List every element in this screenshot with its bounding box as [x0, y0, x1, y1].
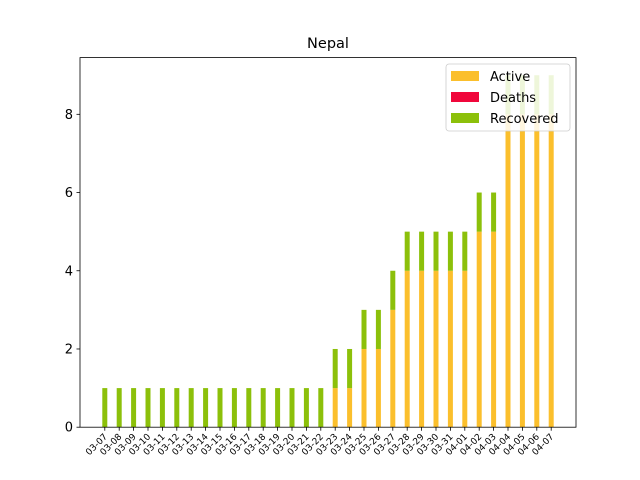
- bar-recovered-03-16: [231, 388, 237, 428]
- bar-active-03-28: [404, 270, 410, 428]
- bar-active-03-23: [332, 388, 338, 428]
- y-tick-label: 8: [65, 108, 73, 123]
- bar-active-03-31: [447, 270, 453, 428]
- bar-recovered-04-02: [476, 192, 482, 232]
- bar-recovered-03-26: [375, 309, 381, 349]
- legend-swatch-recovered: [451, 113, 479, 123]
- bar-active-03-25: [361, 348, 367, 428]
- bar-recovered-03-31: [447, 231, 453, 271]
- y-tick-label: 4: [65, 264, 73, 279]
- legend-label-active: Active: [490, 70, 530, 85]
- bar-active-03-24: [347, 388, 353, 428]
- bar-recovered-03-18: [260, 388, 266, 428]
- bar-recovered-03-22: [318, 388, 324, 428]
- legend: Active Deaths Recovered: [445, 63, 571, 132]
- bar-recovered-04-01: [462, 231, 468, 271]
- bar-recovered-03-11: [159, 388, 165, 428]
- y-tick-label: 0: [65, 421, 73, 436]
- bar-active-03-26: [375, 348, 381, 428]
- bar-recovered-04-03: [491, 192, 497, 232]
- legend-swatch-deaths: [451, 92, 479, 102]
- bar-recovered-03-08: [116, 388, 122, 428]
- bar-active-04-02: [476, 231, 482, 428]
- bar-recovered-03-24: [347, 348, 353, 389]
- bar-recovered-03-20: [289, 388, 295, 428]
- bar-active-03-27: [390, 309, 396, 428]
- x-axis: 03-0703-0803-0903-1003-1103-1203-1303-14…: [84, 427, 556, 458]
- bar-recovered-03-29: [419, 231, 425, 271]
- y-tick-label: 6: [65, 186, 73, 201]
- bar-recovered-03-12: [174, 388, 180, 428]
- bar-recovered-03-09: [131, 388, 137, 428]
- bar-recovered-03-15: [217, 388, 223, 428]
- bar-recovered-03-21: [303, 388, 309, 428]
- bar-active-03-29: [419, 270, 425, 428]
- bar-active-04-06: [534, 114, 540, 428]
- bar-active-04-04: [505, 114, 511, 428]
- bar-active-04-03: [491, 231, 497, 428]
- y-tick-label: 2: [65, 342, 73, 357]
- bar-recovered-03-27: [390, 270, 396, 310]
- bar-active-04-05: [519, 114, 525, 428]
- bar-active-03-30: [433, 270, 439, 428]
- legend-swatch-active: [451, 71, 479, 81]
- plot-frame: [79, 57, 577, 428]
- legend-label-deaths: Deaths: [490, 91, 536, 106]
- bar-recovered-03-28: [404, 231, 410, 271]
- bar-recovered-03-17: [246, 388, 252, 428]
- legend-label-recovered: Recovered: [490, 112, 559, 127]
- bar-active-04-01: [462, 270, 468, 428]
- bar-recovered-03-10: [145, 388, 151, 428]
- bar-recovered-03-23: [332, 348, 338, 389]
- chart-title: Nepal: [307, 36, 349, 52]
- bar-recovered-03-19: [275, 388, 281, 428]
- bar-recovered-03-14: [203, 388, 209, 428]
- y-axis: 0 2 4 6 8: [65, 108, 80, 436]
- bar-recovered-03-25: [361, 309, 367, 349]
- bar-recovered-03-13: [188, 388, 194, 428]
- bar-recovered-03-07: [102, 388, 108, 428]
- bar-active-04-07: [548, 114, 554, 428]
- bar-recovered-03-30: [433, 231, 439, 271]
